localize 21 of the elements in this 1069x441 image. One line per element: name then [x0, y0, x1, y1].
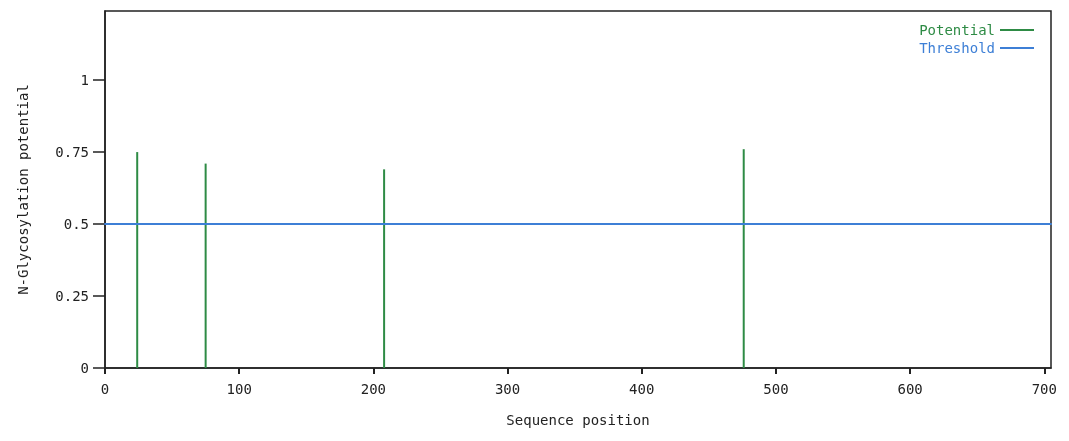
legend-label: Potential	[919, 22, 995, 38]
y-tick-label: 0	[80, 360, 89, 376]
legend-label: Threshold	[919, 40, 995, 56]
y-tick-label: 1	[80, 72, 89, 89]
bar	[204, 163, 207, 368]
y-tick-label: 0.25	[55, 288, 89, 305]
x-tick-label: 700	[1031, 381, 1057, 397]
x-tick-label: 100	[226, 381, 252, 397]
y-tick-label: 0.5	[63, 216, 89, 233]
x-tick-label: 400	[629, 381, 655, 397]
x-tick-label: 0	[100, 381, 110, 397]
bar	[383, 169, 386, 368]
bar	[136, 152, 139, 368]
bar	[742, 149, 745, 368]
x-tick-label: 300	[494, 381, 521, 397]
y-tick-label: 0.75	[55, 144, 89, 161]
x-tick-label: 600	[897, 381, 923, 397]
y-axis-title: N-Glycosylation potential	[15, 84, 31, 295]
x-tick-label: 500	[763, 381, 789, 397]
x-tick-label: 200	[360, 381, 387, 397]
x-axis-title: Sequence position	[506, 412, 650, 428]
